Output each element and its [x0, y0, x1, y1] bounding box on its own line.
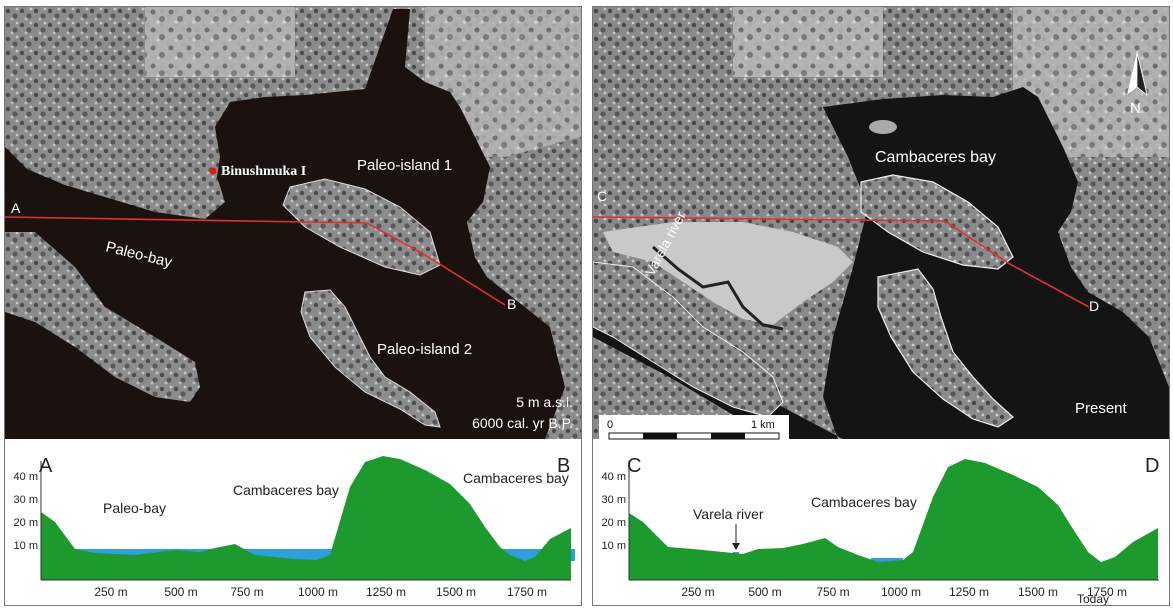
left-panel-paleo: A B Binushmuka I Paleo-bay Paleo-island …: [4, 6, 582, 606]
right-mainland: [467, 137, 581, 387]
scale-end: 1 km: [751, 419, 775, 431]
profile-bay-label: Cambaceres bay: [233, 482, 339, 498]
x-tick-label: 1250 m: [949, 585, 989, 599]
section-line-cd: [593, 216, 1090, 308]
x-tick-label: 1250 m: [366, 585, 406, 599]
present-island-1: [860, 174, 1014, 270]
right-panel-present: C D Cambaceres bay Varela river Present …: [592, 6, 1170, 606]
x-tick-label: 500 m: [164, 585, 197, 599]
profile-cd-terrain: [629, 459, 1158, 580]
y-tick-label: 30 m: [14, 494, 38, 506]
left-peninsula: [5, 232, 200, 402]
profile-cambaceres-bay-label: Cambaceres bay: [811, 494, 917, 510]
y-tick-label: 30 m: [602, 494, 626, 506]
x-tick-label: 750 m: [816, 585, 849, 599]
section-label-d: D: [1089, 298, 1099, 314]
present-label: Present: [1075, 400, 1128, 417]
present-sea: [593, 87, 1169, 439]
x-tick-label: 1500 m: [436, 585, 476, 599]
x-tick-label: 1000 m: [881, 585, 921, 599]
profile-label-b: B: [557, 455, 570, 477]
paleo-island-2: [300, 289, 441, 428]
varela-delta: [603, 222, 853, 325]
scale-bar: 0 1 km: [599, 415, 789, 443]
binushmuka-site-marker: [209, 167, 217, 175]
x-tick-label: 750 m: [230, 585, 263, 599]
paleo-island-2-label: Paleo-island 2: [377, 341, 472, 358]
x-tick-label: 1750 m: [507, 585, 547, 599]
profile-label-c: C: [627, 455, 641, 477]
x-tick-label: 1500 m: [1018, 585, 1058, 599]
elevation-note: 5 m a.s.l.: [516, 394, 573, 410]
profile-today-label: Today: [1077, 592, 1109, 605]
varela-river: [652, 245, 784, 331]
paleo-map: A B Binushmuka I Paleo-bay Paleo-island …: [5, 7, 581, 439]
x-tick-label: 250 m: [681, 585, 714, 599]
y-tick-label: 10 m: [14, 540, 38, 552]
x-tick-label: 250 m: [94, 585, 127, 599]
profile-cd-y-ticks: 10 m 20 m 30 m 40 m: [602, 471, 626, 552]
paleo-island-1-label: Paleo-island 1: [357, 157, 452, 174]
profile-label-a: A: [39, 455, 53, 477]
profile-cd-x-ticks: 250 m 500 m 750 m 1000 m 1250 m 1500 m 1…: [681, 585, 1127, 599]
y-tick-label: 40 m: [602, 471, 626, 483]
profile-label-d: D: [1145, 455, 1159, 477]
profile-ab-y-ticks: 10 m 20 m 30 m 40 m: [14, 471, 38, 552]
x-tick-label: 500 m: [748, 585, 781, 599]
y-tick-label: 10 m: [602, 540, 626, 552]
present-island-2: [877, 268, 1014, 428]
profile-cd: 10 m 20 m 30 m 40 m 250 m 500 m 750 m 10…: [593, 443, 1169, 605]
section-label-b: B: [507, 296, 516, 312]
profile-paleo-bay-label: Paleo-bay: [103, 500, 166, 516]
present-map: C D Cambaceres bay Varela river Present …: [593, 7, 1169, 443]
x-tick-label: 1750 m: [1087, 585, 1127, 599]
section-label-c: C: [597, 188, 607, 204]
section-label-a: A: [11, 200, 21, 216]
cambaceres-bay-label: Cambaceres bay: [875, 149, 996, 166]
section-line-ab: [5, 216, 506, 306]
present-right-mainland: [1058, 157, 1169, 362]
scale-start: 0: [607, 419, 613, 431]
paleo-island-1: [282, 178, 441, 276]
binushmuka-site-label: Binushmuka I: [221, 164, 306, 179]
profile-ab-x-ticks: 250 m 500 m 750 m 1000 m 1250 m 1500 m 1…: [94, 585, 547, 599]
profile-bay-label-right: Cambaceres bay: [463, 470, 569, 486]
age-note: 6000 cal. yr B.P.: [472, 415, 573, 431]
north-label: N: [1130, 100, 1141, 117]
arrow-down-icon: [732, 543, 740, 550]
small-islet: [869, 120, 897, 134]
present-left-peninsula: [593, 261, 784, 418]
y-tick-label: 20 m: [602, 517, 626, 529]
profile-ab-terrain: [41, 456, 571, 580]
profile-ab: 10 m 20 m 30 m 40 m 250 m 500 m 750 m 10…: [5, 443, 581, 605]
north-arrow-icon: N: [1127, 51, 1148, 117]
y-tick-label: 20 m: [14, 517, 38, 529]
x-tick-label: 1000 m: [298, 585, 338, 599]
profile-varela-river-label: Varela river: [693, 506, 764, 522]
y-tick-label: 40 m: [14, 471, 38, 483]
